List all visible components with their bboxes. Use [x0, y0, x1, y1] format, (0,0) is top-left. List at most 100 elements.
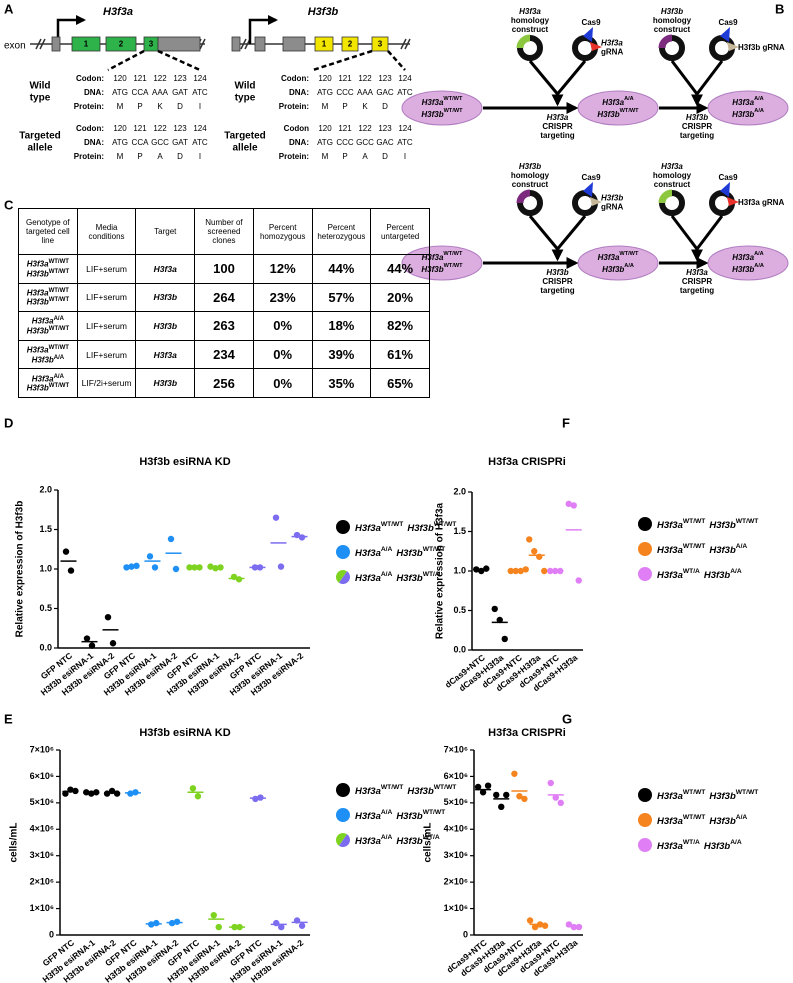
- gene-name: H3f3b: [31, 355, 54, 365]
- genotype-line: H3f3bWT/WT: [21, 297, 75, 307]
- sequence-cell: 124: [398, 74, 412, 83]
- sequence-cell: 122: [358, 74, 372, 83]
- exon-number: 1: [84, 40, 89, 49]
- sequence-cell: P: [137, 152, 142, 161]
- gene-name: H3f3a: [657, 791, 683, 802]
- genotype-line: H3f3aWT/WT: [21, 288, 75, 298]
- panel-label: G: [562, 711, 572, 726]
- construct-label: homology: [511, 171, 550, 180]
- sequence-cell: P: [342, 102, 347, 111]
- gene-name: H3f3b: [602, 265, 624, 274]
- data-point: [512, 567, 519, 575]
- data-point: [278, 923, 285, 931]
- untargeted-cell: 61%: [370, 339, 430, 370]
- data-point: [498, 803, 505, 811]
- data-point: [113, 790, 121, 797]
- promoter-arrow: [56, 15, 86, 44]
- data-point: [210, 911, 217, 919]
- allele: A/A: [736, 543, 748, 550]
- genotype-line: H3f3aWT/WT: [21, 345, 75, 355]
- y-tick-label: 1.0: [453, 565, 466, 575]
- arrow-label: targeting: [540, 286, 574, 295]
- allele: A/A: [730, 839, 742, 846]
- legend-swatch: [336, 833, 348, 846]
- header-cell: Genotype of targeted cell line: [18, 208, 78, 255]
- gene-name: H3f3a: [355, 573, 381, 584]
- gene-title: H3f3b: [308, 6, 339, 18]
- media-cell: LIF+serum: [76, 339, 137, 370]
- arrow-label: H3f3a: [686, 268, 708, 277]
- merge-lines: [528, 60, 587, 97]
- y-tick-label: 3×10⁶: [444, 850, 468, 860]
- cell-line: [577, 245, 659, 281]
- data-point: [236, 923, 243, 931]
- genotype-line: H3f3bWT/WT: [21, 383, 75, 393]
- data-point: [478, 567, 485, 575]
- cas9-gene: [720, 182, 730, 197]
- y-tick-label: 1.5: [453, 526, 466, 536]
- data-point: [501, 635, 508, 643]
- homozygous-cell: 0%: [252, 339, 313, 370]
- gene-name: H3f3a: [657, 816, 683, 827]
- sequence-cell: AAA: [357, 88, 374, 97]
- sequence-cell: K: [157, 102, 163, 111]
- allele: A/A: [624, 96, 634, 102]
- sequence-cell: 120: [113, 124, 127, 133]
- table-row: H3f3aA/A H3f3bWT/WT LIF/2i+serum H3f3b 256 0%…: [18, 368, 430, 398]
- allele: A/A: [381, 571, 393, 578]
- construct-label: homology: [511, 16, 550, 25]
- target-cell: H3f3a: [135, 254, 196, 284]
- construct-label: H3f3a: [661, 162, 683, 171]
- data-point: [516, 793, 523, 800]
- gene-name: H3f3b: [26, 269, 49, 279]
- exon-number: 2: [119, 40, 124, 49]
- arrow-label: targeting: [680, 131, 714, 140]
- y-tick-label: 0: [49, 929, 54, 939]
- grna-label: gRNA: [601, 203, 623, 212]
- sequence-cell: D: [177, 152, 183, 161]
- gene-name: H3f3b: [732, 265, 754, 274]
- allele-label: allele: [27, 143, 52, 154]
- gene-name: H3f3b: [153, 378, 178, 389]
- y-tick-label: 0: [463, 929, 468, 939]
- cell-line: [707, 245, 789, 281]
- allele: WT/WT: [381, 521, 404, 528]
- allele: A/A: [381, 546, 393, 553]
- genotype: H3f3aWT/WT H3f3bWT/WT: [657, 789, 758, 802]
- sequence-cell: CCA: [132, 138, 150, 147]
- data-point: [273, 919, 280, 927]
- data-point: [62, 790, 69, 797]
- sequence-cell: 123: [378, 74, 392, 83]
- sequence-cell: GCC: [356, 138, 374, 147]
- genotype-line: H3f3aA/A: [21, 316, 75, 326]
- clones-cell: 263: [194, 311, 254, 341]
- data-point: [526, 917, 534, 924]
- gene-name: H3f3b: [26, 298, 49, 308]
- data-point: [496, 616, 503, 624]
- allele: WT/WT: [434, 784, 457, 791]
- allele: A/A: [624, 263, 634, 269]
- gene-name: H3f3a: [153, 349, 177, 360]
- construct-label: construct: [654, 180, 691, 189]
- data-point: [172, 565, 180, 573]
- data-point: [83, 789, 90, 796]
- allele: WT/WT: [434, 521, 457, 528]
- genotype-line: H3f3bWT/WT: [421, 108, 463, 119]
- genotype-cell: H3f3aA/A H3f3bWT/WT: [18, 311, 78, 341]
- legend-swatch: [336, 545, 350, 559]
- panel-label: D: [4, 415, 13, 430]
- gene-name: H3f3b: [709, 791, 736, 802]
- genotype: H3f3aWT/WT H3f3bA/A: [657, 543, 747, 556]
- row-label: Codon: [284, 124, 309, 133]
- untargeted-cell: 44%: [370, 254, 430, 284]
- panel-label: A: [4, 1, 14, 16]
- untargeted-cell: 82%: [370, 311, 430, 341]
- table-row: H3f3aWT/WT H3f3bWT/WT LIF+serum H3f3b 264 23%…: [18, 282, 430, 313]
- gene-name: H3f3b: [709, 816, 736, 827]
- sequence-cell: 122: [358, 124, 372, 133]
- y-tick-label: 0.0: [453, 644, 466, 654]
- header-cell: Percent heterozygous: [311, 208, 372, 255]
- data-point: [104, 613, 112, 621]
- data-point: [557, 799, 564, 807]
- gene-name: H3f3b: [421, 110, 443, 119]
